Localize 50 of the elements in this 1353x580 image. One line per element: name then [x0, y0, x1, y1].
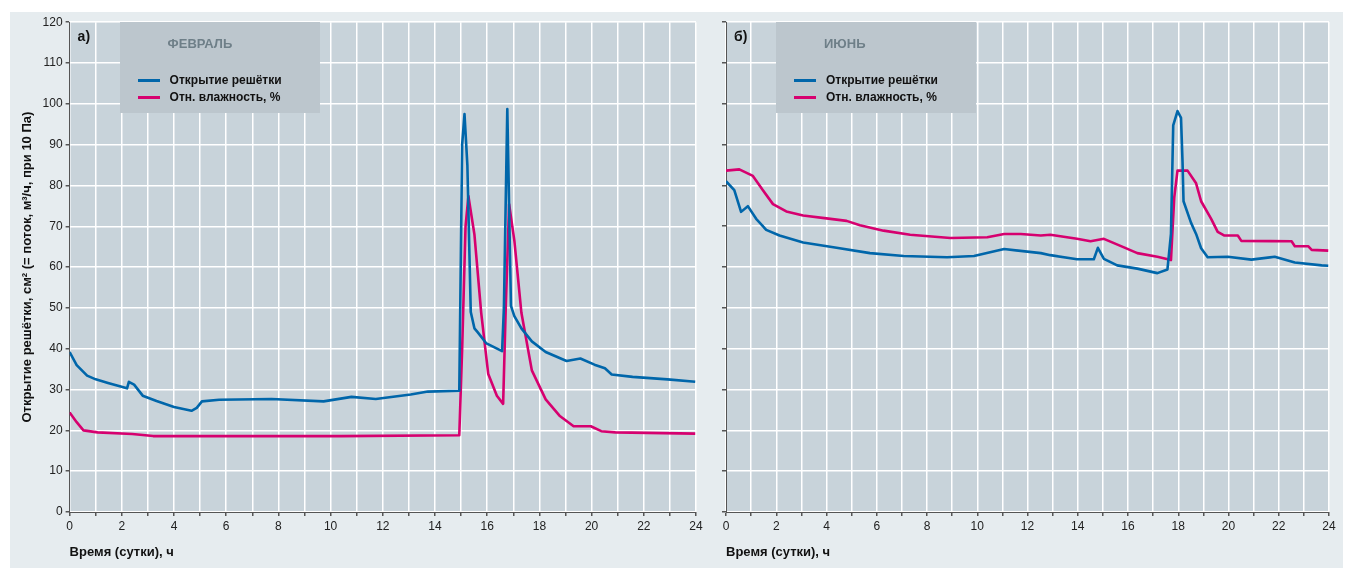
x-tick-label: 0	[66, 518, 74, 533]
y-tick-label: 30	[49, 381, 63, 396]
x-tick-label: 6	[873, 518, 881, 533]
y-tick-label: 40	[49, 341, 63, 356]
text: ФЕВРАЛЬ	[167, 36, 234, 52]
annotation: а)	[77, 28, 91, 45]
x-tick-label: 10	[323, 518, 338, 533]
y-axis-title: Открытие решётки, см² (= поток, м³/ч, при 10 Па)	[19, 111, 35, 423]
x-tick-label: 14	[428, 518, 442, 533]
annotation: б)	[734, 27, 748, 44]
x-tick-label: 2	[118, 518, 126, 533]
y-tick-label: 0	[55, 504, 63, 519]
x-tick-label: 18	[1171, 518, 1186, 533]
y-tick-label: 90	[49, 136, 63, 151]
x-tick-label: 10	[970, 518, 985, 533]
legend-label: Открытие решётки	[169, 73, 282, 88]
x-tick-label: 4	[823, 518, 831, 533]
x-tick-label: 14	[1071, 518, 1085, 533]
y-tick-label: 70	[49, 218, 63, 233]
y-tick-label: 120	[42, 14, 63, 29]
legend-label: Отн. влажность, %	[826, 90, 937, 104]
x-tick-label: 12	[376, 518, 390, 533]
y-tick-label: 50	[49, 300, 63, 315]
x-tick-label: 2	[772, 518, 780, 533]
y-tick-label: 60	[49, 259, 63, 274]
x-tick-label: 8	[275, 518, 283, 533]
x-axis-title: Время (сутки), ч	[726, 543, 831, 559]
x-tick-label: 22	[637, 518, 651, 533]
x-tick-label: 22	[1272, 518, 1286, 533]
y-tick-label: 20	[49, 422, 63, 437]
x-tick-label: 6	[222, 518, 230, 533]
y-tick-label: 10	[49, 463, 63, 478]
x-tick-label: 24	[1322, 518, 1336, 533]
x-tick-label: 20	[1221, 518, 1236, 533]
x-tick-label: 8	[923, 518, 931, 533]
x-tick-label: 12	[1020, 518, 1035, 533]
x-tick-label: 16	[480, 518, 495, 533]
text: ИЮНЬ	[824, 36, 867, 51]
legend-label: Открытие решётки	[826, 73, 938, 87]
x-axis-title: Время (сутки), ч	[69, 543, 174, 559]
x-tick-label: 0	[722, 518, 730, 533]
x-tick-label: 16	[1121, 518, 1135, 533]
x-tick-label: 18	[532, 518, 547, 533]
y-tick-label: 100	[42, 96, 63, 111]
legend-label: Отн. влажность, %	[169, 90, 281, 105]
x-tick-label: 24	[689, 518, 703, 533]
x-tick-label: 20	[584, 518, 599, 533]
y-tick-label: 110	[43, 55, 63, 70]
y-tick-label: 80	[49, 177, 63, 192]
x-tick-label: 4	[170, 518, 178, 533]
